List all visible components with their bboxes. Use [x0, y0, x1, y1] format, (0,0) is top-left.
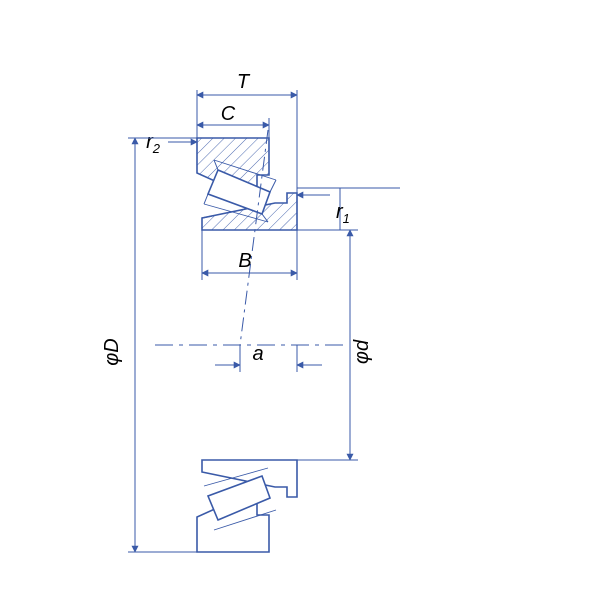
bottom-outline	[197, 460, 297, 552]
label-phid: φd	[351, 339, 373, 364]
label-r1: r1	[336, 201, 350, 226]
label-C: C	[221, 103, 236, 125]
dim-r1	[297, 188, 340, 230]
label-B: B	[238, 250, 251, 272]
top-section	[197, 138, 297, 230]
dim-a	[215, 345, 322, 372]
label-a: a	[252, 343, 263, 365]
label-phiD: φD	[101, 338, 123, 366]
bearing-diagram: T C B a φD φd	[0, 0, 600, 600]
svg-text:φD: φD	[101, 338, 123, 366]
label-r2: r2	[146, 131, 161, 156]
label-T: T	[237, 71, 251, 93]
svg-text:φd: φd	[351, 339, 373, 364]
